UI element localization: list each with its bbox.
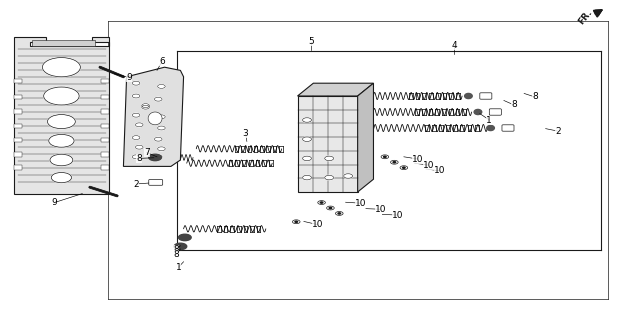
Text: 2: 2 [556,127,561,136]
FancyBboxPatch shape [480,93,492,99]
Circle shape [135,145,143,149]
Circle shape [154,155,162,159]
Circle shape [158,126,165,130]
Circle shape [132,136,140,140]
Circle shape [325,156,334,161]
Bar [14,95,22,99]
Text: 1: 1 [486,116,492,124]
Text: 10: 10 [392,211,403,220]
Text: FR.: FR. [577,7,594,26]
Text: 8: 8 [511,100,517,109]
Circle shape [329,207,332,209]
Circle shape [158,147,165,151]
Text: 6: 6 [159,57,165,66]
Circle shape [318,201,325,204]
Ellipse shape [487,125,494,131]
Circle shape [327,206,334,210]
Circle shape [142,104,149,108]
Circle shape [381,155,389,159]
Circle shape [179,234,191,241]
Bar [101,124,109,128]
Polygon shape [123,67,184,166]
Text: 10: 10 [375,205,387,214]
Circle shape [292,220,300,224]
Text: 1: 1 [175,263,182,272]
Circle shape [403,167,405,168]
Bar [101,165,109,170]
Circle shape [42,58,80,77]
Circle shape [400,166,408,170]
Circle shape [303,137,311,141]
Circle shape [303,175,311,180]
Ellipse shape [474,109,482,115]
Ellipse shape [465,93,472,99]
Circle shape [44,87,79,105]
Text: 8: 8 [173,250,180,259]
Circle shape [132,94,140,98]
FancyBboxPatch shape [489,109,501,115]
Circle shape [50,154,73,166]
Bar [14,165,22,170]
Circle shape [303,118,311,122]
Bar [32,40,95,46]
Polygon shape [298,83,373,96]
Circle shape [295,221,298,222]
Circle shape [393,162,396,163]
Text: 4: 4 [452,41,457,50]
Text: 10: 10 [312,220,323,229]
FancyBboxPatch shape [502,125,514,131]
Circle shape [132,113,140,117]
Circle shape [142,105,149,109]
Bar [14,152,22,157]
Circle shape [303,156,311,161]
Bar [298,96,358,192]
Circle shape [338,213,341,214]
Circle shape [158,84,165,88]
Ellipse shape [148,112,162,125]
Circle shape [344,174,353,178]
Circle shape [158,115,165,119]
Bar [14,138,22,142]
Bar [14,124,22,128]
Circle shape [154,97,162,101]
Circle shape [132,155,140,159]
Circle shape [49,134,74,147]
Polygon shape [14,37,109,194]
Bar [101,152,109,157]
Text: 10: 10 [412,155,423,164]
Text: 10: 10 [355,199,367,208]
Text: 8: 8 [532,92,538,101]
Circle shape [47,115,75,129]
Circle shape [384,156,386,157]
Text: 10: 10 [434,166,446,175]
Text: 8: 8 [136,154,142,163]
Text: 9: 9 [126,73,132,82]
Bar [101,109,109,114]
Circle shape [174,243,187,250]
Bar [14,109,22,114]
Circle shape [135,123,143,127]
Circle shape [325,175,334,180]
Text: 9: 9 [51,198,58,207]
Polygon shape [358,83,373,192]
Text: 10: 10 [423,161,434,170]
Bar [101,95,109,99]
Bar [101,138,109,142]
Circle shape [149,154,161,161]
Text: 5: 5 [308,37,315,46]
Circle shape [335,212,343,215]
FancyBboxPatch shape [149,180,163,185]
Text: 8: 8 [173,245,179,254]
Text: 7: 7 [144,148,150,157]
Circle shape [154,137,162,141]
Bar [101,79,109,83]
Circle shape [391,160,398,164]
Circle shape [132,81,140,85]
Text: 3: 3 [242,129,249,138]
Circle shape [320,202,323,203]
Bar [14,79,22,83]
Circle shape [51,172,72,183]
Text: 2: 2 [134,180,139,188]
